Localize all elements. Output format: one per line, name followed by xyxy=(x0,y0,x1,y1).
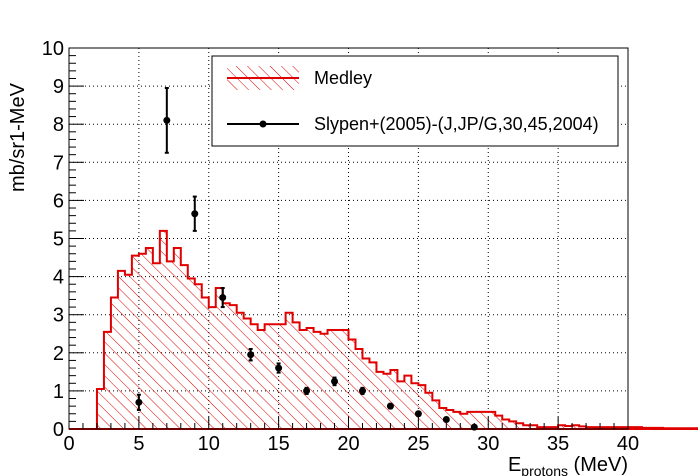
data-point xyxy=(414,410,422,418)
y-tick-label: 9 xyxy=(53,76,64,98)
legend-label-slypen: Slypen+(2005)-(J,JP/G,30,45,2004) xyxy=(314,114,599,134)
y-tick-label: 10 xyxy=(42,38,64,60)
x-axis-title-main: E xyxy=(508,454,521,476)
x-tick-label: 0 xyxy=(63,433,74,455)
legend-marker-slypen xyxy=(259,120,267,128)
data-point xyxy=(191,210,199,218)
x-axis-title: Eprotons (MeV) xyxy=(508,454,628,476)
y-axis-title: mb/sr1-MeV xyxy=(7,82,29,192)
data-point xyxy=(219,294,227,302)
y-tick-label: 0 xyxy=(53,419,64,441)
x-tick-label: 20 xyxy=(337,433,359,455)
y-tick-label: 7 xyxy=(53,152,64,174)
histogram-medley xyxy=(69,229,698,430)
x-tick-labels: 0 5 10 15 20 25 30 35 40 xyxy=(63,433,639,455)
x-tick-label: 10 xyxy=(198,433,220,455)
x-tick-label: 5 xyxy=(133,433,144,455)
data-point xyxy=(358,387,366,395)
y-tick-labels: 0 1 2 3 4 5 6 7 8 9 10 xyxy=(42,38,64,441)
y-tick-label: 8 xyxy=(53,114,64,136)
data-point xyxy=(331,377,339,385)
axis-ticks xyxy=(68,47,629,430)
legend-label-medley: Medley xyxy=(314,68,372,88)
y-tick-label: 1 xyxy=(53,381,64,403)
data-point xyxy=(386,402,394,410)
data-point xyxy=(442,415,450,423)
legend: Medley Slypen+(2005)-(J,JP/G,30,45,2004) xyxy=(211,55,619,147)
x-tick-label: 35 xyxy=(547,433,569,455)
x-tick-label: 40 xyxy=(617,433,639,455)
data-point xyxy=(275,364,283,372)
data-point xyxy=(135,398,143,406)
y-tick-label: 2 xyxy=(53,343,64,365)
data-point xyxy=(163,116,171,124)
data-points-slypen xyxy=(135,87,478,431)
data-point xyxy=(303,387,311,395)
histogram-medley-outline xyxy=(69,229,698,430)
data-point xyxy=(247,351,255,359)
y-tick-label: 3 xyxy=(53,305,64,327)
y-tick-label: 4 xyxy=(53,267,64,289)
x-tick-label: 15 xyxy=(268,433,290,455)
x-tick-label: 30 xyxy=(477,433,499,455)
x-tick-label: 25 xyxy=(407,433,429,455)
x-axis-title-unit: (MeV) xyxy=(568,454,628,476)
x-axis-title-sub: protons xyxy=(521,463,568,476)
y-tick-label: 6 xyxy=(53,190,64,212)
y-tick-label: 5 xyxy=(53,229,64,251)
